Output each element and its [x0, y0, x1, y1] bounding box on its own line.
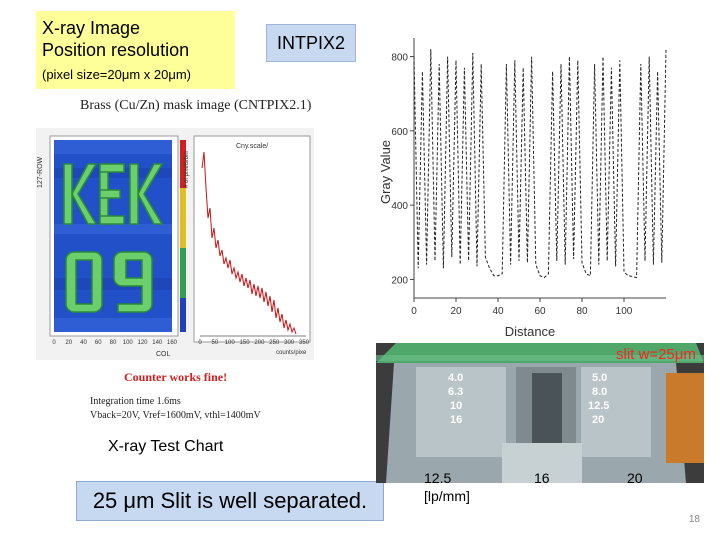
chart-series-line: [413, 49, 667, 279]
y-tick-label: 200: [391, 275, 408, 286]
tick-label: 0: [198, 340, 202, 346]
chip-tag: INTPIX2: [266, 24, 356, 62]
plate-label-5: 5.0: [592, 372, 607, 384]
plate-label-6: 8.0: [592, 386, 607, 398]
image-ylabel: 127-ROW: [37, 156, 44, 188]
tick-label: 40: [80, 340, 87, 346]
plate-label-4: 16: [450, 414, 462, 426]
chart-xlabel: Distance: [505, 324, 556, 339]
tick-label: 20: [65, 340, 72, 346]
tick-label: 250: [269, 340, 280, 346]
page-number: 18: [688, 514, 700, 525]
x-tick-label: 20: [450, 306, 462, 317]
tick-label: 150: [240, 340, 251, 346]
x-tick-label: 40: [492, 306, 504, 317]
integration-time: Integration time 1.6ms: [90, 396, 181, 407]
hist-xlabel: counts/pixe: [276, 350, 307, 356]
chart-ylabel: Gray Value: [378, 140, 393, 204]
x-tick-label: 60: [534, 306, 546, 317]
tick-label: 300: [284, 340, 295, 346]
tick-label: 50: [212, 340, 219, 346]
hist-curve: [201, 151, 297, 335]
plate-label-1: 4.0: [448, 372, 463, 384]
tick-label: 120: [137, 340, 148, 346]
slit-separation-box: 25 μm Slit is well separated.: [76, 481, 384, 521]
lp-value-2: 16: [534, 470, 550, 486]
y-tick-label: 400: [391, 201, 408, 212]
title-box: X-ray Image Position resolution (pixel s…: [36, 11, 235, 89]
test-chart-label: X-ray Test Chart: [108, 438, 224, 455]
y-tick-label: 800: [391, 53, 408, 64]
tick-label: 200: [254, 340, 265, 346]
tick-label: 100: [123, 340, 134, 346]
gray-value-chart: 200 400 600 800 0 20 40 60 80 100 Gray Value Dis…: [376, 22, 676, 342]
plate-label-3: 10: [450, 400, 462, 412]
plate-label-7: 12.5: [588, 400, 609, 412]
lp-value-1: 12.5: [424, 470, 452, 486]
test-chart-photo-svg: 4.0 6.3 10 16 5.0 8.0 12.5 20 slit w=25μ…: [376, 343, 704, 483]
counter-note: Counter works fine!: [124, 370, 228, 384]
mask-image-svg: 127-ROW COL 0 20 40 60 80 100 120 140 160 Cny.sc…: [37, 135, 311, 358]
title-line-2: Position resolution: [42, 40, 190, 60]
title-line-1: X-ray Image: [42, 18, 141, 38]
bias-settings: Vback=20V, Vref=1600mV, vthl=1400mV: [90, 410, 261, 421]
mask-image-caption: Brass (Cu/Zn) mask image (CNTPIX2.1): [80, 98, 312, 113]
lp-unit: [lp/mm]: [424, 488, 470, 504]
tick-label: 100: [225, 340, 236, 346]
tick-label: 160: [167, 340, 178, 346]
tick-label: 60: [95, 340, 102, 346]
tick-label: 140: [152, 340, 163, 346]
test-chart-photo: 4.0 6.3 10 16 5.0 8.0 12.5 20 slit w=25μ…: [376, 343, 704, 483]
y-tick-label: 600: [391, 127, 408, 138]
x-tick-label: 0: [411, 306, 417, 317]
pixel-size-note: (pixel size=20μm x 20μm): [42, 67, 191, 82]
x-tick-label: 100: [616, 306, 633, 317]
title-text: X-ray Image Position resolution: [42, 17, 189, 61]
lp-value-3: 20: [627, 470, 643, 486]
slit-width-label: slit w=25μm: [616, 346, 696, 363]
tick-label: 80: [110, 340, 117, 346]
tick-label: 0: [52, 340, 56, 346]
plate-label-8: 20: [592, 414, 604, 426]
hist-title: Cny.scale/: [236, 143, 268, 150]
x-tick-label: 80: [576, 306, 588, 317]
tick-label: 350: [299, 340, 310, 346]
mask-image-figure: 127-ROW COL 0 20 40 60 80 100 120 140 160 Cny.sc…: [36, 128, 314, 360]
image-xlabel: COL: [156, 351, 171, 358]
hist-ylabel: # of pixels/bin: [184, 151, 190, 188]
plate-label-2: 6.3: [448, 386, 463, 398]
